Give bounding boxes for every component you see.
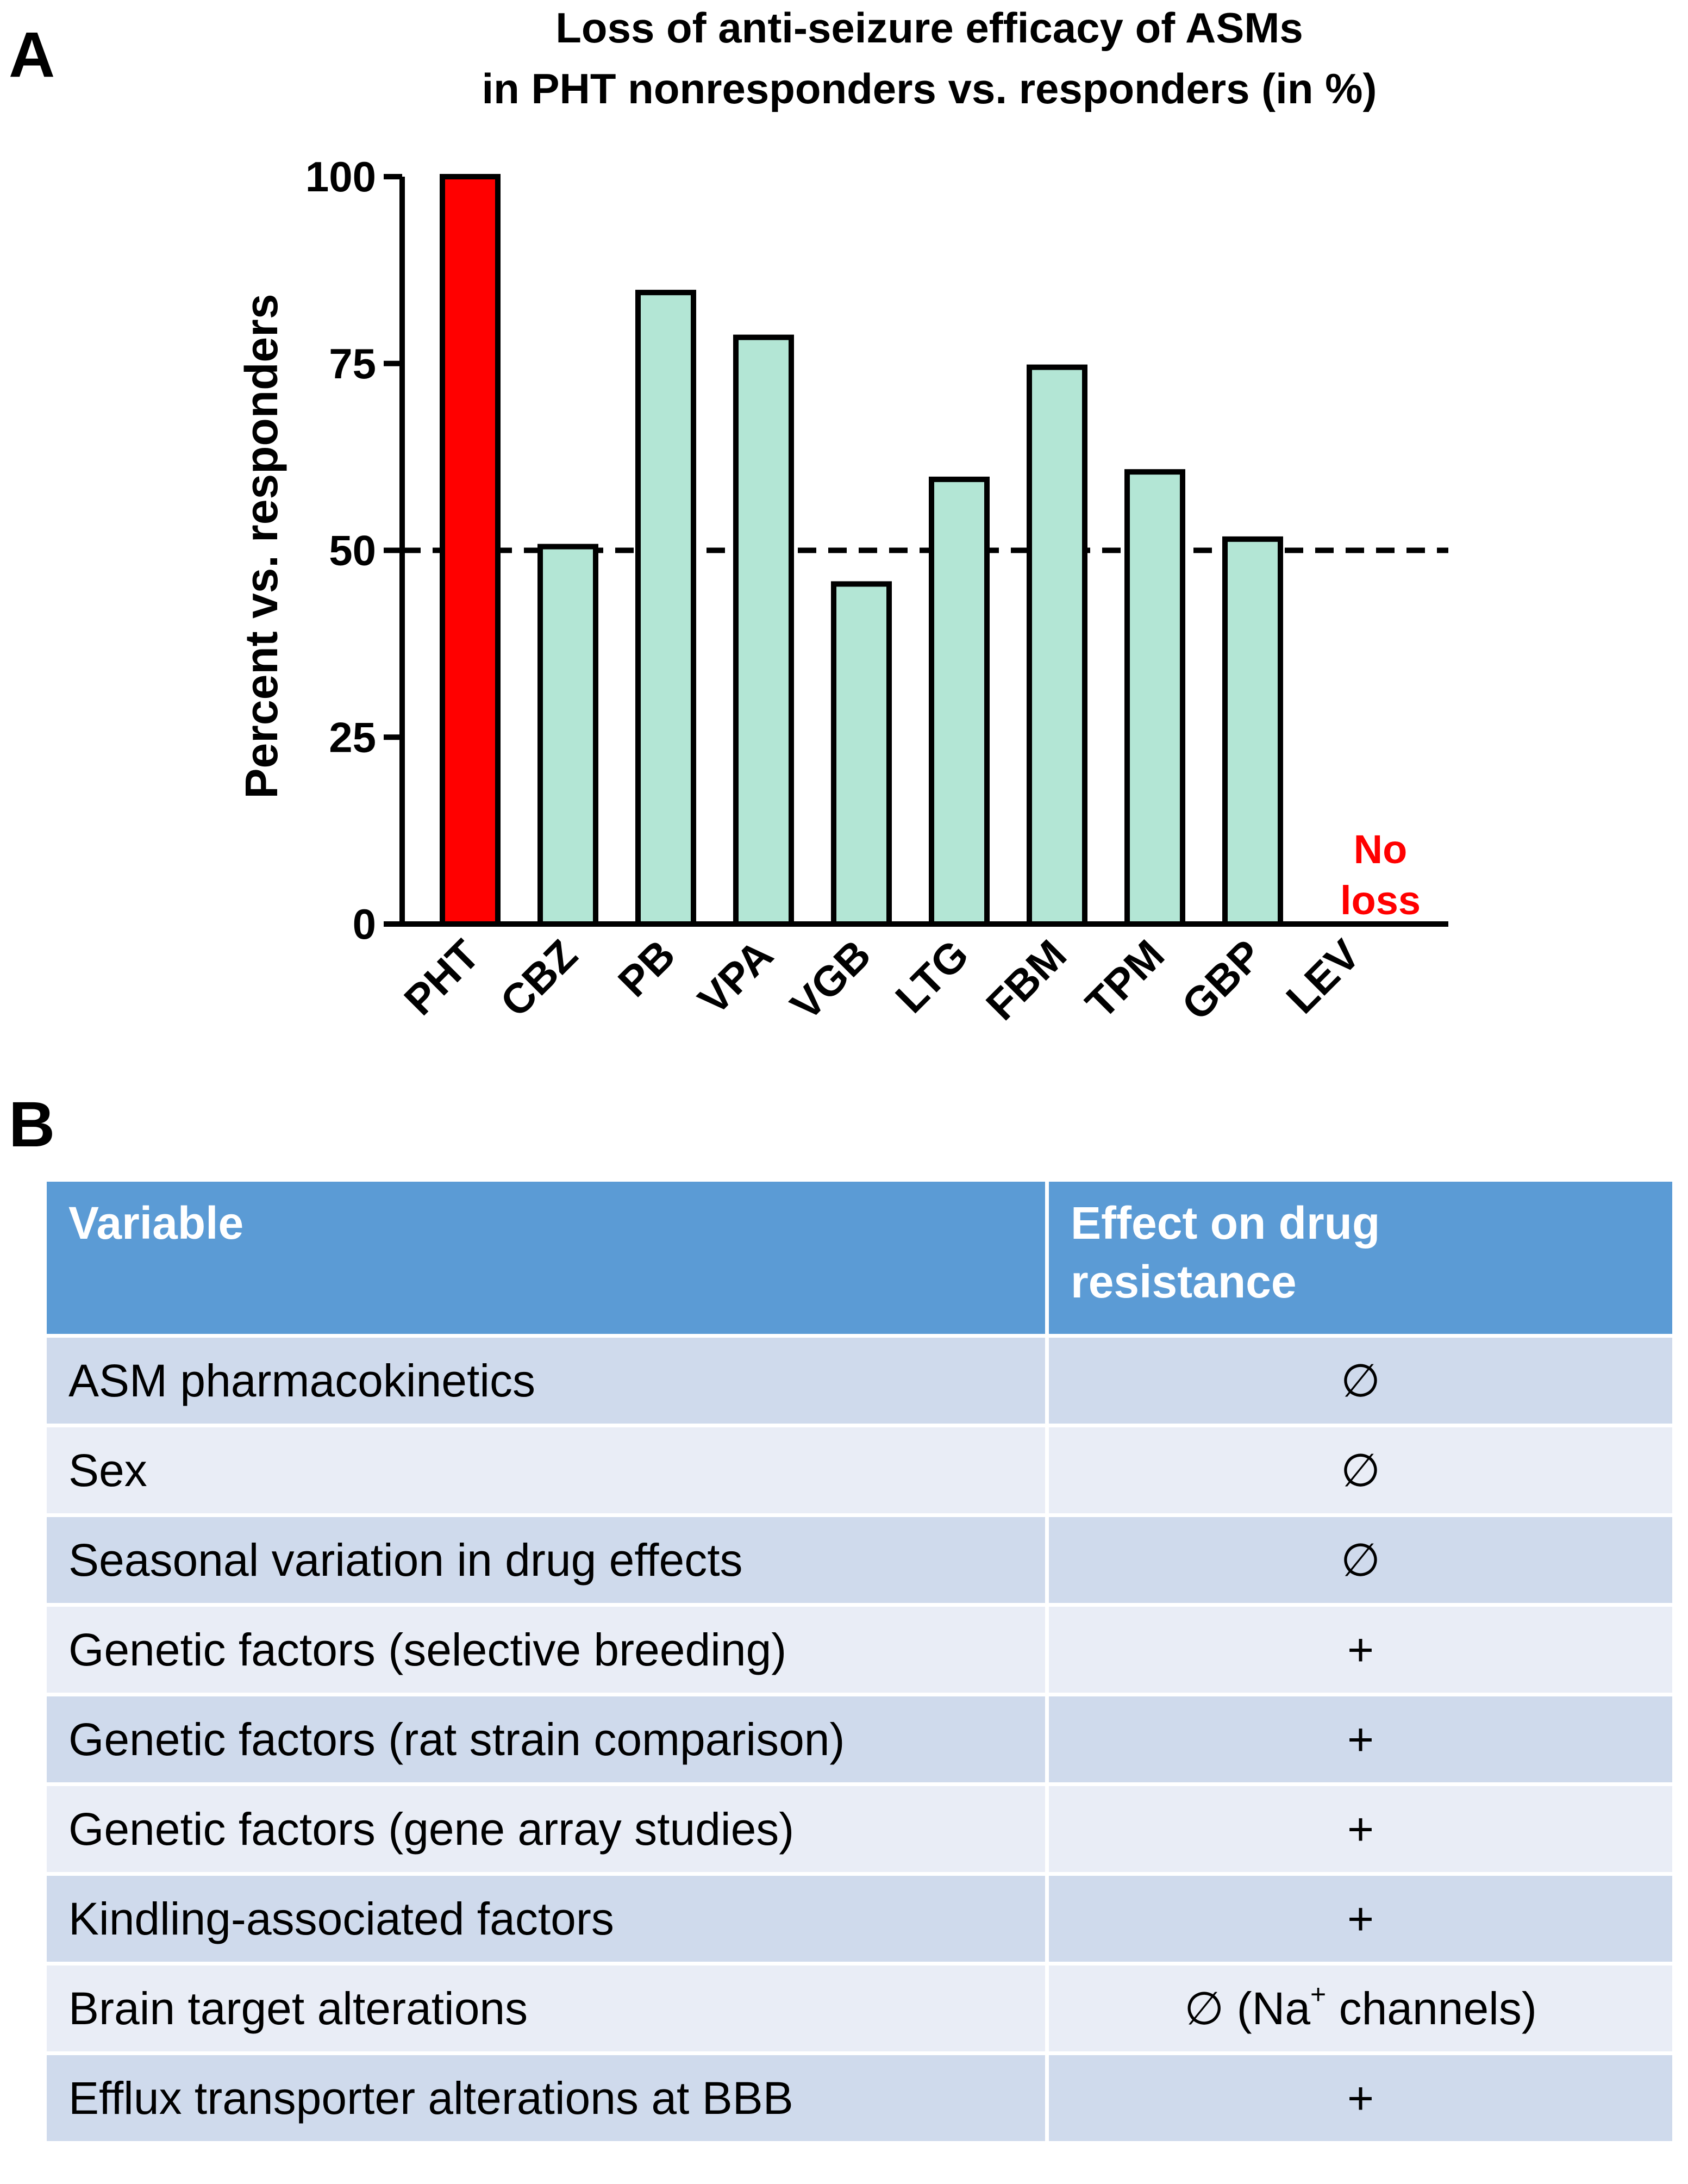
drug-resistance-table: Variable Effect on drug resistance ASM p… [43,1178,1676,2145]
effect-cell: ∅ [1045,1334,1676,1427]
variable-cell: ASM pharmacokinetics [43,1334,1049,1427]
variable-cell: Seasonal variation in drug effects [43,1513,1049,1607]
x-tick-label-vgb: VGB [781,931,880,1029]
table-row: Seasonal variation in drug effects ∅ [43,1513,1676,1607]
bar-vpa [733,334,794,927]
table-row: Kindling-associated factors + [43,1872,1676,1965]
bar-pb [635,290,696,927]
x-tick-label-ltg: LTG [886,931,978,1022]
variable-cell: Efflux transporter alterations at BBB [43,2051,1049,2145]
table-row: Genetic factors (gene array studies) + [43,1782,1676,1876]
table-row: Efflux transporter alterations at BBB + [43,2051,1676,2145]
variable-cell: Kindling-associated factors [43,1872,1049,1965]
effect-text: ∅ (Na [1184,1983,1311,2034]
effect-cell: + [1045,1872,1676,1965]
bar-pht [440,174,501,927]
table-row: Brain target alterations ∅ (Na+ channels) [43,1962,1676,2055]
bar-ltg [929,476,990,927]
y-tick-label: 75 [329,340,376,388]
y-axis-label: Percent vs. responders [236,294,287,798]
effect-cell: + [1045,2051,1676,2145]
bar-chart: Loss of anti-seizure efficacy of ASMs in… [236,4,1448,1029]
effect-superscript: + [1310,1979,1327,2010]
chart-subtitle: in PHT nonresponders vs. responders (in … [482,65,1377,113]
header-effect-line1: Effect on drug [1071,1197,1380,1249]
effect-cell: ∅ (Na+ channels) [1045,1962,1676,2055]
bar-cbz [537,544,598,927]
bar-tpm [1124,469,1185,927]
x-tick-label-pht: PHT [395,931,489,1025]
bar-vgb [831,581,892,927]
header-effect: Effect on drug resistance [1045,1178,1676,1338]
x-tick-label-gbp: GBP [1172,931,1271,1029]
y-tick-label: 100 [305,153,376,201]
x-tick-label-cbz: CBZ [491,931,586,1026]
variable-cell: Genetic factors (selective breeding) [43,1603,1049,1696]
variable-cell: Sex [43,1424,1049,1517]
table-row: Genetic factors (selective breeding) + [43,1603,1676,1696]
panel-label-a: A [9,19,55,91]
effect-cell: ∅ [1045,1513,1676,1607]
y-tick-label: 50 [329,527,376,575]
no-loss-annotation-line1: No [1354,827,1408,872]
table-row: Sex ∅ [43,1424,1676,1517]
x-tick-label-lev: LEV [1277,931,1369,1022]
variable-cell: Brain target alterations [43,1962,1049,2055]
y-tick-label: 0 [353,900,376,948]
variable-cell: Genetic factors (rat strain comparison) [43,1693,1049,1786]
table-header-row: Variable Effect on drug resistance [43,1178,1676,1338]
variable-cell: Genetic factors (gene array studies) [43,1782,1049,1876]
chart-title: Loss of anti-seizure efficacy of ASMs [555,4,1303,52]
effect-text-tail: channels) [1326,1983,1537,2034]
x-tick-label-vpa: VPA [689,931,782,1024]
header-effect-line2: resistance [1071,1256,1297,1307]
panel-label-b: B [9,1089,55,1160]
effect-cell: + [1045,1782,1676,1876]
no-loss-annotation-line2: loss [1340,878,1421,923]
effect-cell: + [1045,1693,1676,1786]
x-tick-label-fbm: FBM [977,931,1076,1029]
header-variable: Variable [43,1178,1049,1338]
x-tick-label-tpm: TPM [1076,931,1173,1028]
effect-cell: + [1045,1603,1676,1696]
x-tick-label-pb: PB [609,931,684,1006]
y-tick-label: 25 [329,713,376,761]
bar-gbp [1222,536,1283,927]
table-row: Genetic factors (rat strain comparison) + [43,1693,1676,1786]
bar-fbm [1027,364,1087,927]
table-row: ASM pharmacokinetics ∅ [43,1334,1676,1427]
effect-cell: ∅ [1045,1424,1676,1517]
